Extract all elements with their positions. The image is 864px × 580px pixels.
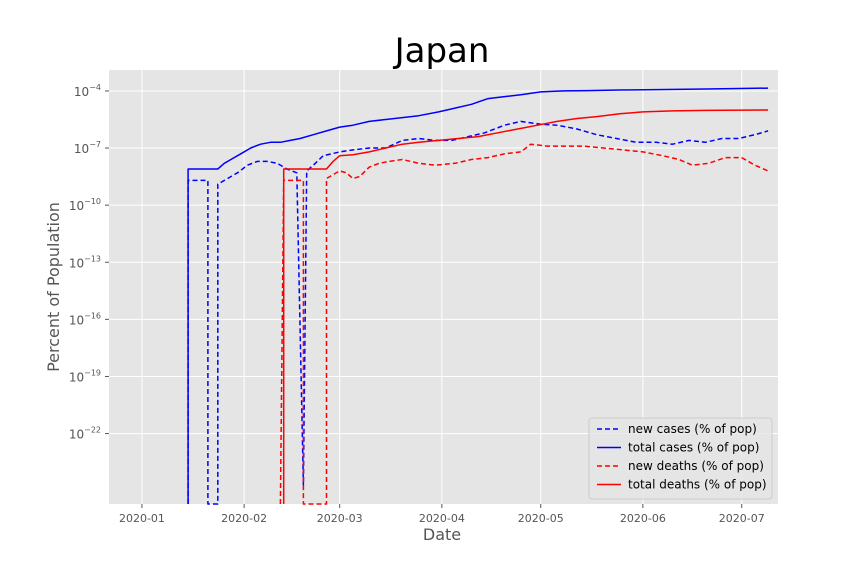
x-tick-label: 2020-03 xyxy=(317,512,363,525)
x-axis-label: Date xyxy=(423,525,461,544)
legend-label: new deaths (% of pop) xyxy=(628,459,764,473)
y-tick-label: 10−19 xyxy=(69,368,101,384)
y-tick-exponent: −22 xyxy=(84,426,101,435)
legend-label: new cases (% of pop) xyxy=(628,422,757,436)
series-line-3 xyxy=(279,143,769,505)
chart-title: Japan xyxy=(393,31,490,71)
y-axis-label: Percent of Population xyxy=(44,202,63,372)
x-tick-label: 2020-06 xyxy=(620,512,666,525)
series-lines xyxy=(187,87,769,505)
y-tick-exponent: −16 xyxy=(84,311,101,320)
y-tick-label: 10−7 xyxy=(74,140,101,156)
legend-box xyxy=(588,417,773,500)
y-tick-exponent: −4 xyxy=(89,83,101,92)
y-tick-exponent: −13 xyxy=(84,254,101,263)
y-tick-label: 10−4 xyxy=(74,83,101,99)
y-tick-label: 10−22 xyxy=(69,426,101,442)
y-tick-exponent: −19 xyxy=(84,368,101,377)
legend: new cases (% of pop) total cases (% of po… xyxy=(588,417,773,500)
series-line-4 xyxy=(282,109,769,504)
series-line-2 xyxy=(187,87,769,504)
y-tick-label: 10−13 xyxy=(69,254,101,270)
x-tick-label: 2020-05 xyxy=(518,512,564,525)
y-tick-base: 10 xyxy=(69,370,84,384)
y-tick-exponent: −7 xyxy=(89,140,101,149)
y-tick-base: 10 xyxy=(69,313,84,327)
y-tick-label: 10−16 xyxy=(69,311,101,327)
x-tick-label: 2020-01 xyxy=(119,512,165,525)
legend-label: total cases (% of pop) xyxy=(628,441,759,455)
axes: 2020-01 2020-02 2020-03 2020-04 2020-05 2020-… xyxy=(69,83,765,525)
y-tick-exponent: −10 xyxy=(84,197,101,206)
x-tick-label: 2020-04 xyxy=(419,512,465,525)
y-tick-base: 10 xyxy=(69,256,84,270)
y-tick-base: 10 xyxy=(69,428,84,442)
y-tick-base: 10 xyxy=(74,142,89,156)
y-tick-base: 10 xyxy=(69,199,84,213)
x-tick-label: 2020-02 xyxy=(221,512,267,525)
legend-label: total deaths (% of pop) xyxy=(628,478,767,492)
x-tick-label: 2020-07 xyxy=(719,512,765,525)
y-tick-label: 10−10 xyxy=(69,197,101,213)
y-tick-base: 10 xyxy=(74,85,89,99)
